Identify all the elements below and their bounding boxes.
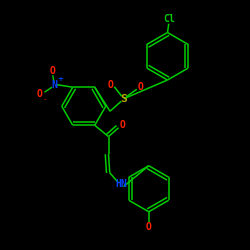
Text: O: O <box>50 66 56 76</box>
Text: Cl: Cl <box>163 14 174 24</box>
Text: O: O <box>138 82 143 92</box>
Text: S: S <box>120 94 127 104</box>
Text: O: O <box>37 89 43 99</box>
Text: N: N <box>51 80 57 90</box>
Text: HN: HN <box>115 179 127 189</box>
Text: -: - <box>44 97 46 103</box>
Text: O: O <box>146 222 152 232</box>
Text: O: O <box>120 120 126 130</box>
Text: O: O <box>108 80 114 90</box>
Text: +: + <box>57 76 63 82</box>
